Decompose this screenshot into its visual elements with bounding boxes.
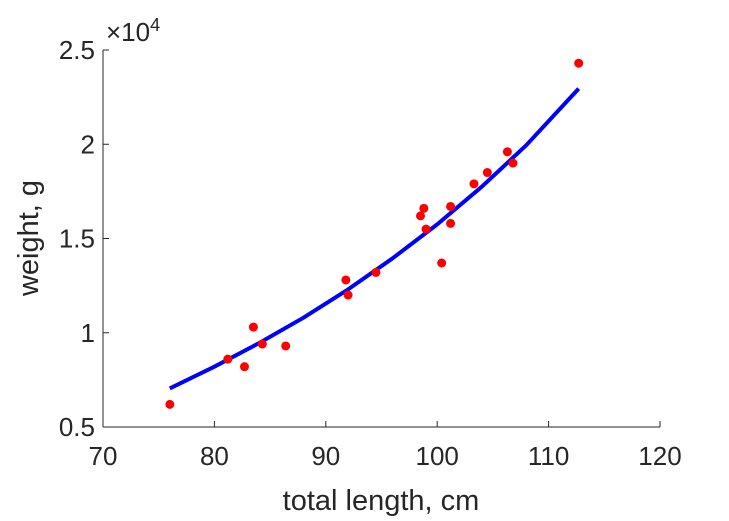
y-axis-exponent-power: 4 — [150, 15, 160, 35]
data-point — [502, 147, 512, 157]
data-point — [371, 267, 381, 277]
data-point — [446, 218, 456, 228]
x-tick-label: 120 — [638, 441, 681, 471]
y-axis-exponent-base: ×10 — [106, 17, 150, 47]
y-tick-label: 1 — [81, 318, 95, 348]
data-point — [281, 341, 291, 351]
plot-area — [165, 58, 584, 409]
x-tick-label: 110 — [528, 441, 569, 471]
axes — [102, 50, 660, 428]
x-tick-label: 90 — [311, 441, 340, 471]
fit-curve — [168, 87, 581, 391]
data-point — [446, 201, 456, 211]
data-point — [419, 203, 429, 213]
data-point — [223, 354, 233, 364]
data-point — [574, 58, 584, 68]
x-axis-ticks: 70 80 90 100 110 120 — [89, 421, 682, 471]
data-point — [482, 168, 492, 178]
x-axis-title: total length, cm — [283, 485, 480, 517]
data-point — [239, 362, 249, 372]
data-point — [257, 339, 267, 349]
data-point — [248, 322, 258, 332]
y-axis-title: weight, g — [13, 180, 45, 297]
data-point — [469, 179, 479, 189]
x-tick-label: 80 — [200, 441, 229, 471]
data-point — [437, 258, 447, 268]
data-point — [508, 158, 518, 168]
x-tick-label: 100 — [416, 441, 459, 471]
data-point — [415, 211, 425, 221]
y-axis-exponent: ×104 — [106, 15, 160, 47]
data-point — [421, 224, 431, 234]
y-axis-ticks: 0.5 1 1.5 2 2.5 — [59, 35, 109, 442]
data-point — [165, 399, 175, 409]
y-tick-label: 0.5 — [59, 412, 95, 442]
y-tick-label: 2.5 — [59, 35, 95, 65]
y-tick-label: 2 — [81, 129, 95, 159]
data-point — [341, 275, 351, 285]
y-tick-label: 1.5 — [59, 224, 95, 254]
x-tick-label: 70 — [89, 441, 118, 471]
data-point — [343, 290, 353, 300]
